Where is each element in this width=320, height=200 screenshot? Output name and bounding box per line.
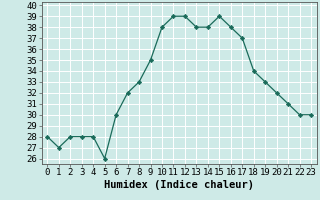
X-axis label: Humidex (Indice chaleur): Humidex (Indice chaleur) bbox=[104, 180, 254, 190]
